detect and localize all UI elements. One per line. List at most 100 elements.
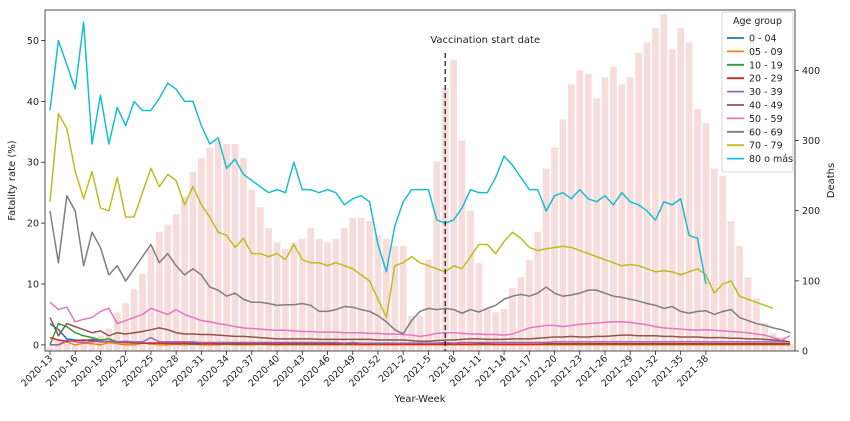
legend-entry: 50 - 59 xyxy=(749,114,783,125)
legend-entry: 05 - 09 xyxy=(749,47,783,58)
legend-entry: 10 - 19 xyxy=(749,60,783,71)
deaths-bar xyxy=(223,144,230,351)
deaths-bar xyxy=(576,70,584,352)
deaths-bar xyxy=(652,28,659,351)
legend: Age group 0 - 04 05 - 09 10 - 19 20 - 29 30 … xyxy=(721,11,794,173)
x-tick-label: 2021-2 xyxy=(377,353,409,385)
legend-entry: 60 - 69 xyxy=(749,127,783,138)
deaths-bar xyxy=(500,308,508,351)
deaths-bar xyxy=(164,224,172,351)
deaths-bar xyxy=(340,228,348,351)
deaths-bar xyxy=(71,345,79,351)
deaths-bar xyxy=(761,322,769,351)
deaths-bar xyxy=(416,315,424,351)
deaths-bar xyxy=(441,87,449,351)
right-tick-label: 200 xyxy=(802,206,820,217)
legend-entry: 30 - 39 xyxy=(749,87,783,98)
right-tick-label: 100 xyxy=(802,276,820,287)
left-axis-title: Fatality rate (%) xyxy=(7,140,18,220)
deaths-bar xyxy=(307,228,315,351)
legend-entry: 20 - 29 xyxy=(749,74,783,85)
deaths-bar xyxy=(710,168,718,351)
legend-title: Age group xyxy=(733,16,782,27)
deaths-bar xyxy=(105,328,113,351)
left-tick-label: 30 xyxy=(27,158,39,169)
deaths-bar xyxy=(610,66,617,351)
deaths-bar xyxy=(660,14,668,352)
legend-entry: 40 - 49 xyxy=(749,101,783,112)
deaths-bar xyxy=(551,147,558,351)
deaths-bar xyxy=(256,207,264,351)
left-tick-label: 10 xyxy=(27,280,39,291)
deaths-bar xyxy=(315,238,323,351)
series-line xyxy=(49,336,790,346)
deaths-bar xyxy=(248,189,256,351)
deaths-bar xyxy=(635,52,642,351)
right-y-axis: 0 100 200 300 400 xyxy=(795,66,820,358)
left-y-axis: 0 10 20 30 40 50 xyxy=(27,36,45,351)
deaths-bar xyxy=(298,238,306,351)
deaths-bar xyxy=(736,245,743,351)
left-tick-label: 0 xyxy=(33,340,39,351)
deaths-bar xyxy=(122,303,130,351)
x-axis: 2020-132020-162020-192020-222020-252020-… xyxy=(19,351,711,389)
deaths-bar xyxy=(130,289,138,351)
deaths-bar xyxy=(492,312,500,351)
deaths-bar xyxy=(374,235,382,351)
right-axis-title: Deaths xyxy=(826,163,837,198)
series-line xyxy=(49,301,791,341)
legend-entry: 70 - 79 xyxy=(749,141,783,152)
deaths-bar xyxy=(189,172,197,351)
deaths-bar xyxy=(786,343,794,351)
deaths-bar xyxy=(425,259,432,351)
deaths-bar xyxy=(702,122,710,351)
deaths-bar xyxy=(399,245,407,351)
deaths-bar xyxy=(324,242,331,351)
deaths-bar xyxy=(601,77,609,351)
deaths-bar xyxy=(719,175,727,351)
legend-entry: 80 o más xyxy=(749,154,793,165)
deaths-bar xyxy=(113,312,121,351)
deaths-bar xyxy=(568,84,575,352)
deaths-bar xyxy=(88,339,96,351)
series-line xyxy=(49,112,774,319)
deaths-bar xyxy=(408,315,415,351)
deaths-bar xyxy=(744,277,752,351)
deaths-bar xyxy=(172,214,180,351)
deaths-bar xyxy=(584,73,592,351)
deaths-bar xyxy=(525,259,533,351)
deaths-bar xyxy=(694,108,701,351)
right-tick-label: 400 xyxy=(802,66,820,77)
deaths-bar xyxy=(458,140,466,351)
right-tick-label: 0 xyxy=(802,347,808,358)
deaths-bar xyxy=(668,49,676,352)
deaths-bar xyxy=(155,231,163,351)
deaths-bar xyxy=(391,245,399,351)
deaths-bar xyxy=(214,140,222,351)
deaths-bar xyxy=(80,342,87,351)
deaths-bar xyxy=(273,242,281,351)
deaths-bar xyxy=(626,77,634,351)
left-tick-label: 40 xyxy=(27,97,39,108)
left-tick-label: 50 xyxy=(27,36,39,47)
deaths-bar xyxy=(643,42,651,351)
deaths-bar xyxy=(475,263,483,351)
right-tick-label: 300 xyxy=(802,136,820,147)
series-line xyxy=(49,194,791,335)
deaths-bar xyxy=(483,308,491,351)
series-line xyxy=(49,21,707,285)
deaths-bar xyxy=(677,28,685,351)
deaths-bar xyxy=(55,340,62,351)
vaccination-label: Vaccination start date xyxy=(430,35,540,46)
deaths-bar xyxy=(63,343,71,351)
deaths-bar xyxy=(542,168,550,351)
deaths-bar xyxy=(685,42,693,351)
deaths-bar xyxy=(139,273,146,351)
legend-entry: 0 - 04 xyxy=(749,34,777,45)
age-group-lines xyxy=(49,21,791,346)
deaths-bar xyxy=(509,287,516,351)
deaths-bar xyxy=(332,238,340,351)
deaths-bar xyxy=(727,221,735,351)
deaths-bar xyxy=(349,217,357,351)
